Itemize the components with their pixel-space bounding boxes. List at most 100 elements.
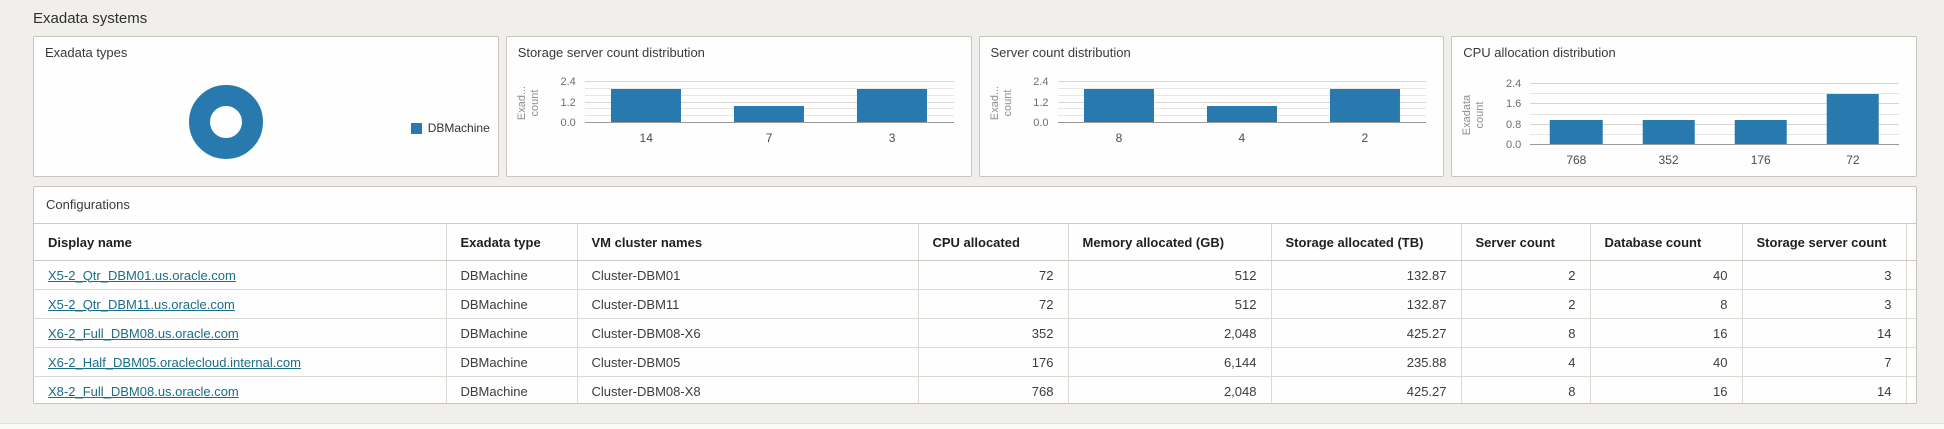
x-category-label: 768 xyxy=(1566,153,1587,167)
x-category-labels: 768 352 176 72 xyxy=(1530,153,1899,167)
display-name-link[interactable]: X5-2_Qtr_DBM01.us.oracle.com xyxy=(48,267,236,283)
configurations-panel: Configurations Display name Exadata type V… xyxy=(33,186,1917,404)
display-name-link[interactable]: X5-2_Qtr_DBM11.us.oracle.com xyxy=(48,296,235,312)
column-header-storage-server-count[interactable]: Storage server count xyxy=(1742,224,1907,261)
bar-768 xyxy=(1550,119,1603,145)
gridline xyxy=(1530,133,1899,135)
storage-server-count-panel: Storage server count distribution Exad..… xyxy=(505,36,972,177)
bars-group xyxy=(1530,84,1899,145)
gridline xyxy=(1530,83,1899,84)
plot-area xyxy=(1057,81,1427,123)
x-category-labels: 8 4 2 xyxy=(1058,131,1427,145)
y-axis-label: Exadata count xyxy=(1461,94,1487,135)
bar-72 xyxy=(1826,94,1880,145)
column-header-memory-allocated-gb[interactable]: Memory allocated (GB) xyxy=(1068,224,1272,261)
bars-group xyxy=(1058,82,1427,123)
y-tick-label: 2.4 xyxy=(1033,76,1049,88)
storage-server-count-title: Storage server count distribution xyxy=(517,45,705,60)
legend-swatch-icon xyxy=(410,122,422,134)
bar-slot xyxy=(1807,84,1899,145)
page-title: Exadata systems xyxy=(33,10,148,27)
cell-vm-cluster-names: Cluster-DBM11 xyxy=(577,289,919,319)
cell-storage-server-count: 14 xyxy=(1742,318,1907,348)
exadata-types-title: Exadata types xyxy=(45,45,128,60)
gridline xyxy=(584,94,954,96)
y-tick-label: 0.8 xyxy=(1505,118,1522,131)
gridline xyxy=(1057,101,1427,103)
cell-server-count: 2 xyxy=(1461,289,1591,319)
gridline xyxy=(1530,103,1899,105)
cell-database-count: 8 xyxy=(1590,289,1743,319)
table-row[interactable]: X8-2_Full_DBM08.us.oracle.com DBMachine Cl… xyxy=(34,376,1916,403)
y-tick-label: 2.4 xyxy=(1505,78,1522,90)
gridline xyxy=(1530,93,1899,95)
x-category-label: 352 xyxy=(1658,153,1679,167)
table-body: X5-2_Qtr_DBM01.us.oracle.com DBMachine Clu… xyxy=(34,260,1916,403)
bar-slot xyxy=(708,82,831,123)
cell-display-name: X5-2_Qtr_DBM01.us.oracle.com xyxy=(34,260,447,290)
charts-row: Exadata types DBMachine Storage server c… xyxy=(33,36,1917,177)
bar-slot xyxy=(585,82,708,123)
column-header-exadata-type[interactable]: Exadata type xyxy=(446,224,578,261)
plot-area xyxy=(584,81,954,123)
column-header-vm-cluster-names[interactable]: VM cluster names xyxy=(577,224,919,261)
cell-memory-allocated-gb: 512 xyxy=(1068,260,1272,290)
display-name-link[interactable]: X8-2_Full_DBM08.us.oracle.com xyxy=(48,383,239,399)
cpu-allocation-title: CPU allocation distribution xyxy=(1463,45,1616,60)
cell-vm-cluster-names: Cluster-DBM08-X8 xyxy=(577,376,919,403)
table-row[interactable]: X5-2_Qtr_DBM01.us.oracle.com DBMachine Clu… xyxy=(34,260,1916,290)
gridline xyxy=(1530,113,1899,115)
gridline xyxy=(1057,81,1427,82)
storage-server-count-chart: Exad... count 0.0 1.2 2.4 14 7 3 xyxy=(507,37,971,176)
cell-vm-cluster-names: Cluster-DBM05 xyxy=(577,347,919,377)
y-axis-label: Exad... count xyxy=(515,85,541,120)
display-name-link[interactable]: X6-2_Half_DBM05.oraclecloud.internal.com xyxy=(48,354,301,370)
y-tick-label: 2.4 xyxy=(560,76,576,88)
gridline xyxy=(584,81,954,82)
display-name-link[interactable]: X6-2_Full_DBM08.us.oracle.com xyxy=(48,325,239,341)
cell-exadata-type: DBMachine xyxy=(446,260,578,290)
cell-cpu-allocated: 72 xyxy=(918,289,1069,319)
legend-item-dbmachine[interactable]: DBMachine xyxy=(410,121,490,135)
x-category-label: 3 xyxy=(888,131,896,145)
x-category-label: 176 xyxy=(1750,153,1771,167)
cell-display-name: X8-2_Full_DBM08.us.oracle.com xyxy=(34,376,447,403)
cell-database-count: 40 xyxy=(1590,347,1743,377)
column-header-display-name[interactable]: Display name xyxy=(34,224,447,261)
row-filler xyxy=(1906,289,1916,319)
x-category-label: 7 xyxy=(765,131,773,145)
row-filler xyxy=(1906,376,1916,403)
cell-exadata-type: DBMachine xyxy=(446,347,578,377)
cell-memory-allocated-gb: 512 xyxy=(1068,289,1272,319)
bar-slot xyxy=(1303,82,1426,123)
table-row[interactable]: X6-2_Full_DBM08.us.oracle.com DBMachine Cl… xyxy=(34,318,1916,348)
table-row[interactable]: X6-2_Half_DBM05.oraclecloud.internal.com… xyxy=(34,347,1916,377)
x-category-label: 2 xyxy=(1361,131,1369,145)
bar-slot xyxy=(831,82,954,123)
cell-server-count: 4 xyxy=(1461,347,1591,377)
cell-database-count: 40 xyxy=(1590,260,1743,290)
cell-database-count: 16 xyxy=(1590,318,1743,348)
bar-slot xyxy=(1622,84,1714,145)
configurations-title: Configurations xyxy=(34,187,1916,224)
bar-7 xyxy=(734,105,805,123)
table-header-row: Display name Exadata type VM cluster names… xyxy=(34,224,1916,261)
row-filler xyxy=(1906,318,1916,348)
cell-storage-allocated-tb: 425.27 xyxy=(1271,318,1462,348)
bar-2 xyxy=(1329,88,1400,123)
table-row[interactable]: X5-2_Qtr_DBM11.us.oracle.com DBMachine Clu… xyxy=(34,289,1916,319)
column-header-server-count[interactable]: Server count xyxy=(1461,224,1591,261)
cell-storage-allocated-tb: 425.27 xyxy=(1271,376,1462,403)
y-tick-label: 1.2 xyxy=(560,96,576,109)
column-header-database-count[interactable]: Database count xyxy=(1590,224,1743,261)
y-tick-label: 1.2 xyxy=(1033,96,1049,109)
cpu-allocation-panel: CPU allocation distribution Exadata count… xyxy=(1451,36,1917,177)
bar-8 xyxy=(1083,88,1154,123)
column-header-cpu-allocated[interactable]: CPU allocated xyxy=(918,224,1069,261)
bar-slot xyxy=(1530,84,1622,145)
column-header-storage-allocated-tb[interactable]: Storage allocated (TB) xyxy=(1271,224,1462,261)
cell-cpu-allocated: 176 xyxy=(918,347,1069,377)
server-count-panel: Server count distribution Exad... count 0.… xyxy=(978,36,1445,177)
x-axis-line xyxy=(1530,144,1899,145)
cell-exadata-type: DBMachine xyxy=(446,376,578,403)
